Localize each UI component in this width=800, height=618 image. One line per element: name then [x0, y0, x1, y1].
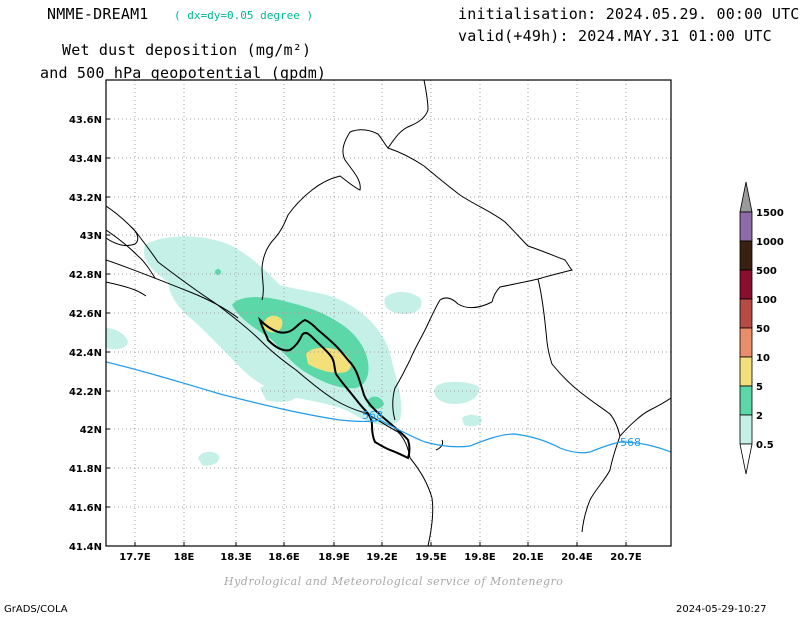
colorbar-cell: [739, 356, 753, 387]
colorbar-level-label: 2: [756, 411, 763, 422]
lat-label: 41.4N: [69, 542, 102, 553]
lon-label: 18.9E: [318, 552, 350, 563]
lon-label: 19.5E: [415, 552, 447, 563]
software-label: GrADS/COLA: [4, 604, 68, 615]
lat-label: 42.6N: [69, 309, 102, 320]
lon-label: 19.8E: [464, 552, 496, 563]
lon-label: 18.6E: [268, 552, 300, 563]
geopotential-contour-568: [106, 361, 671, 454]
colorbar-level-label: 10: [756, 353, 770, 364]
lon-label: 17.7E: [119, 552, 151, 563]
colorbar-cell: [739, 298, 753, 329]
contour-label: 568: [362, 409, 383, 422]
lon-label: 18E: [174, 552, 195, 563]
colorbar-level-label: 500: [756, 266, 777, 277]
lat-lon-grid: [106, 80, 671, 546]
lat-label: 43.4N: [69, 154, 102, 165]
lat-label: 42.2N: [69, 387, 102, 398]
valid-time: valid(+49h): 2024.MAY.31 01:00 UTC: [458, 27, 772, 45]
lat-label: 41.6N: [69, 503, 102, 514]
colorbar-legend: 1500 1000 500 100 50 10 5 2 0.5: [739, 181, 784, 475]
lon-label: 20.1E: [512, 552, 544, 563]
colorbar-cell: [739, 269, 753, 300]
lon-label: 19.2E: [366, 552, 398, 563]
lon-label: 20.7E: [610, 552, 642, 563]
montenegro-border: [258, 316, 411, 460]
model-resolution: ( dx=dy=0.05 degree ): [174, 9, 314, 22]
lat-label: 43.2N: [69, 193, 102, 204]
colorbar-cell: [739, 211, 753, 242]
model-name: NMME-DREAM1: [47, 5, 149, 23]
credit-text: Hydrological and Meteorological service …: [224, 575, 564, 588]
colorbar-level-label: 50: [756, 324, 770, 335]
country-borders: [106, 80, 671, 546]
colorbar-level-label: 0.5: [756, 440, 774, 451]
colorbar-cell: [739, 181, 753, 213]
colorbar-cell: [739, 240, 753, 271]
contour-label: 568: [620, 436, 641, 449]
lon-label: 20.4E: [561, 552, 593, 563]
map-title-line2: and 500 hPa geopotential (gpdm): [40, 64, 327, 82]
map-title-line1: Wet dust deposition (mg/m²): [62, 41, 312, 59]
deposition-shading-yellow: [263, 315, 351, 373]
colorbar-level-label: 1000: [756, 237, 784, 248]
colorbar-level-label: 1500: [756, 208, 784, 219]
initialisation-time: initialisation: 2024.05.29. 00:00 UTC: [458, 5, 800, 23]
lon-label: 18.3E: [220, 552, 252, 563]
lat-label: 42N: [80, 425, 102, 436]
colorbar-level-label: 5: [756, 382, 763, 393]
colorbar-cell: [739, 385, 753, 416]
lat-label: 42.4N: [69, 348, 102, 359]
colorbar-level-label: 100: [756, 295, 777, 306]
colorbar-cell: [739, 443, 753, 475]
plot-timestamp: 2024-05-29-10:27: [676, 604, 767, 615]
axis-ticks: [106, 118, 627, 546]
lat-label: 42.8N: [69, 270, 102, 281]
colorbar-cell: [739, 327, 753, 358]
lat-label: 43N: [80, 231, 102, 242]
lat-label: 41.8N: [69, 464, 102, 475]
lat-label: 43.6N: [69, 115, 102, 126]
colorbar-cell: [739, 414, 753, 445]
